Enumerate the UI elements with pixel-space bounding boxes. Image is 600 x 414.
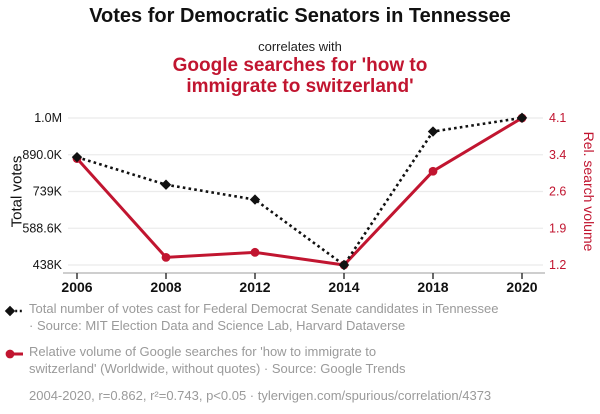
svg-text:588.6K: 588.6K [22,221,62,235]
svg-text:4.1: 4.1 [549,111,566,125]
left-axis-title: Total votes [9,156,26,228]
svg-text:3.4: 3.4 [549,148,566,162]
legend-item-votes: Total number of votes cast for Federal D… [4,301,594,334]
black-diamond-dotted-line-icon [4,305,23,317]
right-axis-title: Rel. search volume [581,132,597,252]
legend-label-votes: Total number of votes cast for Federal D… [29,301,499,333]
x-tick-label: 2006 [61,279,92,295]
correlates-with-text: correlates with [258,39,342,54]
svg-text:1.0M: 1.0M [34,111,62,125]
x-tick-label: 2014 [328,279,359,295]
x-tick-label: 2008 [150,279,181,295]
x-tick-label: 2020 [506,279,537,295]
page-title: Votes for Democratic Senators in Tenness… [89,5,511,27]
left-axis-labels: 1.0M 890.0K 739K 588.6K 438K [22,111,62,272]
x-tick-label: 2012 [239,279,270,295]
stats-footer: 2004-2020, r=0.862, r²=0.743, p<0.05 · t… [29,388,492,403]
axis-titles: Total votes Rel. search volume [9,132,598,252]
line-chart: 1.0M 890.0K 739K 588.6K 438K 4.1 3.4 2.6 1.9 1.2 T… [9,111,598,295]
right-axis-labels: 4.1 3.4 2.6 1.9 1.2 [549,111,566,272]
red-circle-solid-line-icon [5,349,23,359]
svg-text:739K: 739K [33,185,63,199]
svg-text:1.9: 1.9 [549,221,566,235]
x-tick-label: 2018 [417,279,448,295]
legend: Total number of votes cast for Federal D… [4,301,594,403]
legend-label-searches: Relative volume of Google searches for '… [29,344,406,376]
svg-text:1.2: 1.2 [549,258,566,272]
legend-item-searches: Relative volume of Google searches for '… [4,344,594,377]
svg-text:438K: 438K [33,258,63,272]
svg-text:2.6: 2.6 [549,185,566,199]
gridlines [68,117,543,266]
chart-subtitle: Google searches for 'how to immigrate to… [172,55,428,97]
svg-text:890.0K: 890.0K [22,148,62,162]
x-axis: 2006 2008 2012 2014 2018 2020 [61,272,545,295]
